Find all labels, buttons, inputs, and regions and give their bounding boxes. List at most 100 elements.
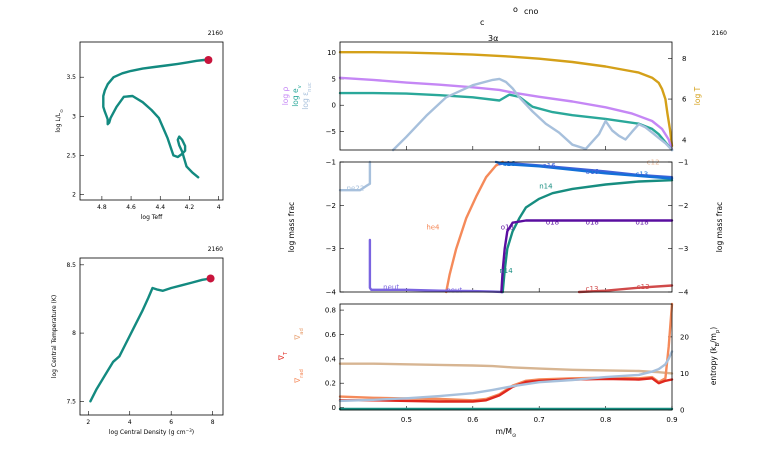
isotope-label: ne22 (347, 185, 365, 193)
x-tick-label: 6 (169, 419, 173, 426)
isotope-label: o16 (586, 168, 600, 176)
right-axis-label: log mass frac (715, 202, 724, 252)
series-logE (338, 91, 674, 152)
series-ne22 (338, 160, 372, 192)
y-right-tick-label: 0 (680, 407, 684, 415)
left-axis-label: ∇T (277, 351, 289, 361)
x-axis-label: log Teff (141, 214, 163, 221)
y-right-tick-label: 4 (682, 136, 687, 144)
y-left-tick-label: −2 (326, 202, 336, 210)
plot-frame (339, 161, 673, 293)
y-right-tick-label: 8 (682, 55, 686, 63)
isotope-label: c16 (503, 160, 516, 168)
x-tick-label: 4 (217, 204, 221, 211)
isotope-label: n14 (499, 267, 513, 275)
y-tick-label: 2.5 (66, 152, 76, 159)
series-o18 (500, 219, 674, 294)
y-tick-label: 2 (72, 192, 76, 199)
current-model-marker (206, 274, 215, 283)
y-tick-label: 3.5 (66, 74, 76, 81)
isotope-label: c12 (647, 159, 660, 167)
isotope-label: o18 (635, 218, 648, 226)
central-rho-t-panel: 2 4 6 8 7.5 8 8.5 2160 log Central Density (g cm… (51, 246, 224, 437)
x-tick-label: 4 (128, 419, 132, 426)
series-gradT (338, 377, 674, 403)
series-logEps (391, 77, 674, 152)
series-gradAd (338, 362, 674, 375)
left-axis-label: ∇rad (293, 369, 305, 384)
y-right-tick-label: 20 (680, 333, 689, 341)
right-axis-label: log T (693, 86, 702, 105)
series-neut (368, 238, 504, 294)
series-he4 (445, 160, 504, 294)
y-right-tick-label: 10 (680, 370, 689, 378)
left-axis-label: log ρ (281, 86, 290, 105)
y-left-tick-label: −4 (326, 289, 337, 297)
isotope-label: o18 (501, 224, 514, 232)
left-axis-label: log mass frac (287, 202, 296, 252)
burn-label-3a: 3α (488, 34, 498, 43)
burn-label-c: c (480, 18, 484, 27)
y-tick-label: 3 (72, 113, 76, 120)
x-tick-label: 4.4 (155, 204, 165, 211)
y-left-tick-label: −1 (326, 159, 336, 167)
isotope-label: c13 (586, 285, 599, 293)
x-tick-label: 0.5 (401, 416, 412, 424)
y-left-tick-label: 0 (332, 102, 336, 110)
profile-gradient-panel: 0 0.2 0.4 0.6 0.8 0 10 20 0.5 0.6 0.7 0.8 0.9 m/M⊙ ∇ad… (277, 302, 721, 439)
x-tick-label: 0.9 (666, 416, 677, 424)
y-axis-label: log Central Temperature (K) (51, 295, 58, 378)
series-entropy (338, 350, 674, 403)
isotope-label: c13 (635, 171, 648, 179)
y-left-tick-label: 0.2 (325, 380, 336, 388)
series-gradRad (338, 302, 674, 402)
isotope-label: n14 (539, 182, 553, 190)
series-logRho (338, 76, 674, 152)
y-left-tick-label: 0.4 (325, 355, 337, 363)
x-axis-label: log Central Density (g cm−3) (109, 428, 194, 437)
y-right-tick-label: −3 (678, 245, 688, 253)
x-tick-label: 4.6 (126, 204, 136, 211)
y-right-tick-label: 6 (682, 96, 687, 104)
left-axis-label: log ev (291, 85, 303, 107)
y-left-tick-label: 0.8 (325, 307, 336, 315)
x-tick-label: 0.8 (600, 416, 611, 424)
x-tick-label: 0.6 (467, 416, 479, 424)
y-tick-label: 7.5 (66, 398, 76, 405)
x-tick-label: 4.8 (97, 204, 107, 211)
isotope-label: o16 (543, 162, 557, 170)
y-left-tick-label: 0 (332, 404, 336, 412)
x-axis-label: m/M⊙ (496, 427, 517, 439)
y-right-tick-label: −2 (678, 202, 688, 210)
isotope-label: neut (446, 286, 462, 294)
x-tick-label: 0.7 (534, 416, 545, 424)
y-left-tick-label: 0.6 (325, 331, 337, 339)
x-tick-label: 4.2 (185, 204, 195, 211)
model-number: 2160 (208, 30, 223, 37)
plot-frame (79, 257, 224, 416)
isotope-label: o18 (586, 218, 599, 226)
series-c12 (494, 160, 674, 180)
y-axis-label: log L/L⊙ (55, 109, 64, 132)
left-axis-label: log εnuc (301, 82, 313, 110)
y-left-tick-label: 5 (332, 75, 336, 83)
x-tick-label: 2 (86, 419, 90, 426)
series-c13 (577, 284, 674, 294)
model-number: 2160 (712, 30, 727, 37)
y-right-tick-label: −1 (678, 159, 688, 167)
profile-abundance-panel: −4 −4 −3 −3 −2 −2 −1 −1 ne22 c16 o16 o16 c13 c12 n14 o1… (287, 159, 724, 297)
y-left-tick-label: −5 (326, 128, 336, 136)
hr-track (102, 58, 210, 179)
isotope-label: c13 (637, 283, 650, 291)
isotope-label: neut (383, 283, 399, 291)
burn-label-o: o (513, 5, 518, 14)
y-left-tick-label: −3 (326, 245, 336, 253)
model-number: 2160 (208, 246, 223, 253)
series-logT (338, 51, 674, 148)
y-tick-label: 8 (72, 330, 76, 337)
plot-frame (339, 41, 673, 151)
isotope-label: o18 (546, 218, 559, 226)
y-right-tick-label: −4 (678, 289, 689, 297)
